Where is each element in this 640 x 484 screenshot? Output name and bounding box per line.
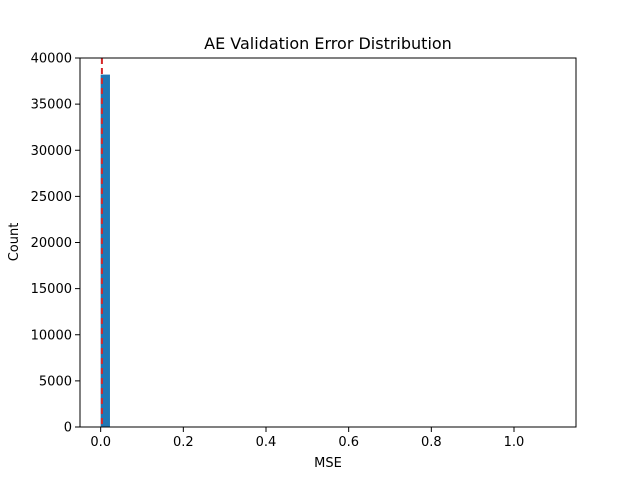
y-axis-label: Count bbox=[7, 223, 22, 262]
histogram-bar-0 bbox=[100, 74, 110, 427]
x-tick-label: 0.8 bbox=[421, 435, 442, 450]
y-tick-label: 20000 bbox=[31, 236, 72, 251]
y-tick-label: 40000 bbox=[31, 52, 72, 67]
x-axis-ticks: 0.0 0.2 0.4 0.6 0.8 1.0 bbox=[90, 427, 524, 450]
y-tick-label: 30000 bbox=[31, 144, 72, 159]
y-axis-ticks: 0 5000 10000 15000 20000 25000 30000 35000 40000 bbox=[31, 52, 80, 436]
x-tick-label: 0.6 bbox=[338, 435, 359, 450]
chart-title: AE Validation Error Distribution bbox=[204, 34, 452, 53]
y-tick-label: 25000 bbox=[31, 190, 72, 205]
x-tick-label: 0.2 bbox=[173, 435, 194, 450]
x-tick-label: 1.0 bbox=[504, 435, 525, 450]
x-tick-label: 0.4 bbox=[256, 435, 277, 450]
y-tick-label: 35000 bbox=[31, 98, 72, 113]
y-tick-label: 15000 bbox=[31, 282, 72, 297]
x-axis-label: MSE bbox=[314, 456, 342, 471]
x-tick-label: 0.0 bbox=[90, 435, 111, 450]
y-tick-label: 10000 bbox=[31, 328, 72, 343]
bars-group bbox=[100, 74, 110, 427]
y-tick-label: 5000 bbox=[39, 374, 72, 389]
y-tick-label: 0 bbox=[64, 421, 72, 436]
plot-frame bbox=[79, 57, 577, 428]
